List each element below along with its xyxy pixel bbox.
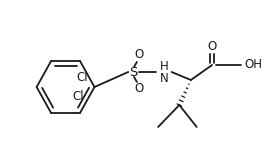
Text: H
N: H N	[159, 60, 168, 85]
Text: OH: OH	[244, 58, 262, 72]
Text: O: O	[134, 82, 143, 95]
Text: Cl: Cl	[72, 90, 84, 103]
Text: S: S	[129, 66, 137, 79]
Text: O: O	[208, 40, 217, 52]
Text: O: O	[134, 49, 143, 61]
Text: Cl: Cl	[76, 71, 88, 84]
